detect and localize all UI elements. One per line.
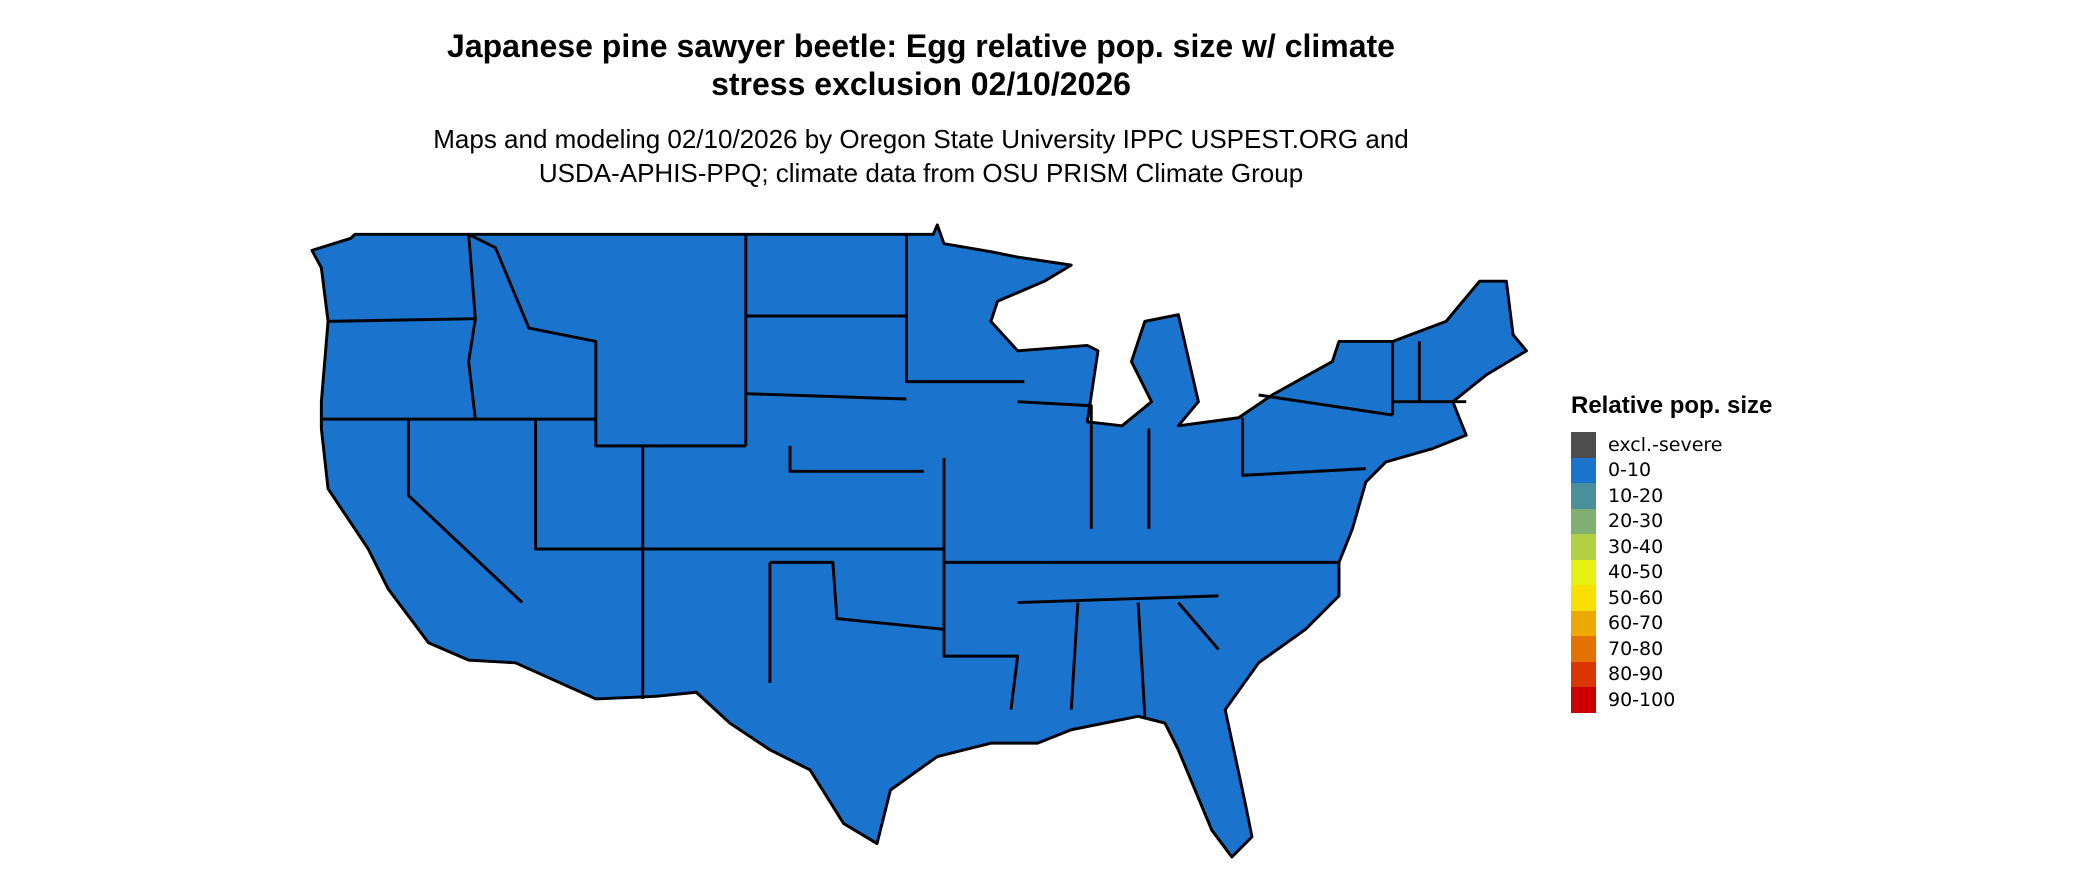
legend-item: 70-80 [1571,636,1772,662]
legend-label: 10-20 [1608,484,1664,507]
legend-item: 0-10 [1571,457,1772,483]
subtitle-line-2: USDA-APHIS-PPQ; climate data from OSU PR… [538,158,1304,188]
title-line-1: Japanese pine sawyer beetle: Egg relativ… [447,28,1395,64]
legend-title: Relative pop. size [1571,392,1773,419]
legend-item: 50-60 [1571,585,1772,611]
map-subtitle: Maps and modeling 02/10/2026 by Oregon S… [321,122,1521,190]
legend-swatch [1571,559,1596,585]
legend: Relative pop. size excl.-severe 0-10 10-20… [1571,392,1772,713]
legend-label: 40-50 [1608,561,1664,584]
legend-item: 80-90 [1571,661,1772,687]
legend-item: excl.-severe [1571,432,1772,458]
legend-label: 0-10 [1608,459,1652,482]
legend-label: 60-70 [1608,612,1664,635]
legend-swatch [1571,610,1596,636]
legend-label: 90-100 [1608,688,1676,711]
legend-item: 40-50 [1571,559,1772,585]
legend-item: 30-40 [1571,534,1772,560]
legend-items: excl.-severe 0-10 10-20 20-30 30-40 40-50 50-6… [1571,432,1772,713]
state-borders [321,233,1467,717]
legend-item: 90-100 [1571,687,1772,713]
legend-label: 80-90 [1608,663,1664,686]
legend-item: 60-70 [1571,610,1772,636]
subtitle-line-1: Maps and modeling 02/10/2026 by Oregon S… [433,124,1409,154]
legend-swatch [1571,457,1596,483]
legend-swatch [1571,534,1596,560]
legend-label: excl.-severe [1608,433,1723,456]
legend-swatch [1571,585,1596,611]
legend-swatch [1571,508,1596,534]
legend-item: 20-30 [1571,508,1772,534]
legend-label: 50-60 [1608,586,1664,609]
legend-swatch [1571,661,1596,687]
us-outline [310,223,1528,859]
legend-label: 70-80 [1608,637,1664,660]
title-line-2: stress exclusion 02/10/2026 [711,66,1131,102]
legend-swatch [1571,636,1596,662]
map-title: Japanese pine sawyer beetle: Egg relativ… [321,27,1521,103]
legend-swatch [1571,483,1596,509]
legend-swatch [1571,687,1596,713]
legend-swatch [1571,432,1596,458]
legend-item: 10-20 [1571,483,1772,509]
legend-label: 30-40 [1608,535,1664,558]
legend-label: 20-30 [1608,510,1664,533]
